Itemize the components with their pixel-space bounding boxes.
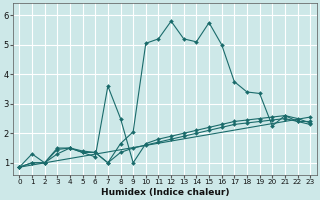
X-axis label: Humidex (Indice chaleur): Humidex (Indice chaleur): [100, 188, 229, 197]
